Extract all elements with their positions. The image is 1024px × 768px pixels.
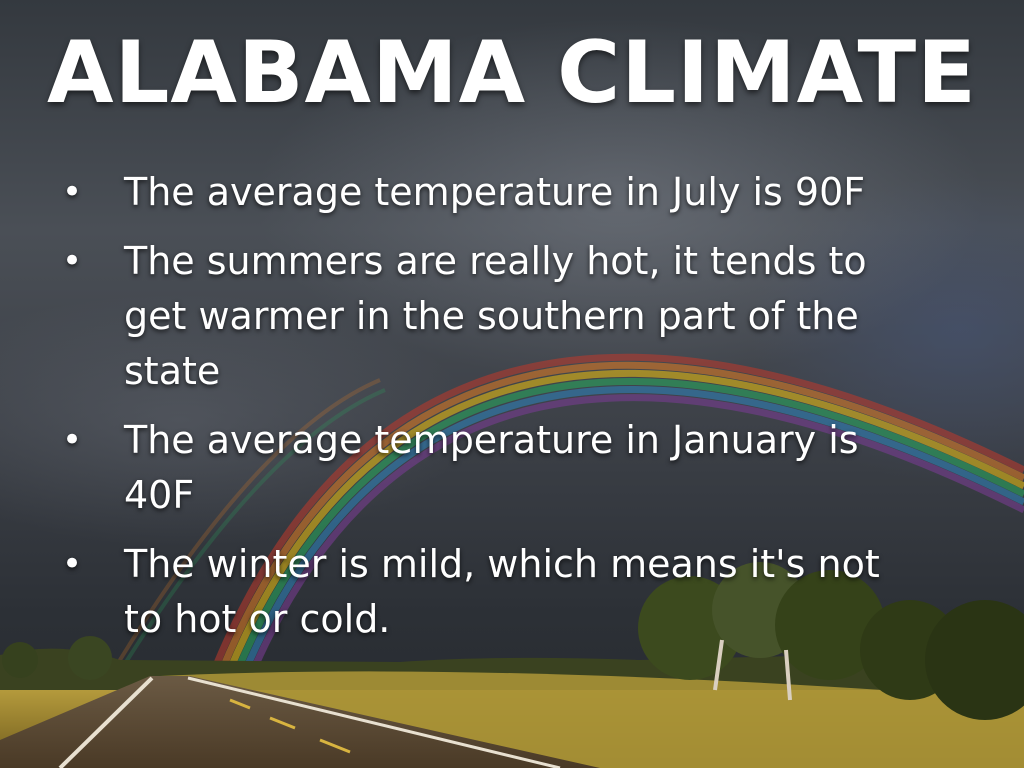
bullet-icon: •: [62, 172, 83, 212]
bullet-text: The summers are really hot, it tends to …: [124, 239, 867, 393]
bullet-text: The average temperature in July is 90F: [124, 170, 866, 214]
bullet-item: • The average temperature in July is 90F: [0, 165, 1024, 220]
bullet-item: • The winter is mild, which means it's n…: [0, 537, 1024, 647]
secondary-rainbow: [113, 378, 386, 672]
slide-title: ALABAMA CLIMATE: [47, 23, 977, 123]
bullet-icon: •: [62, 420, 83, 460]
bullet-text: The winter is mild, which means it's not…: [124, 542, 880, 641]
bullet-item: • The summers are really hot, it tends t…: [0, 234, 1024, 399]
bullet-text: The average temperature in January is 40…: [124, 418, 859, 517]
bullet-item: • The average temperature in January is …: [0, 413, 1024, 523]
bullet-icon: •: [62, 544, 83, 584]
rainbow: [211, 353, 1024, 680]
bullet-icon: •: [62, 241, 83, 281]
bullet-list: • The average temperature in July is 90F…: [0, 165, 1024, 661]
